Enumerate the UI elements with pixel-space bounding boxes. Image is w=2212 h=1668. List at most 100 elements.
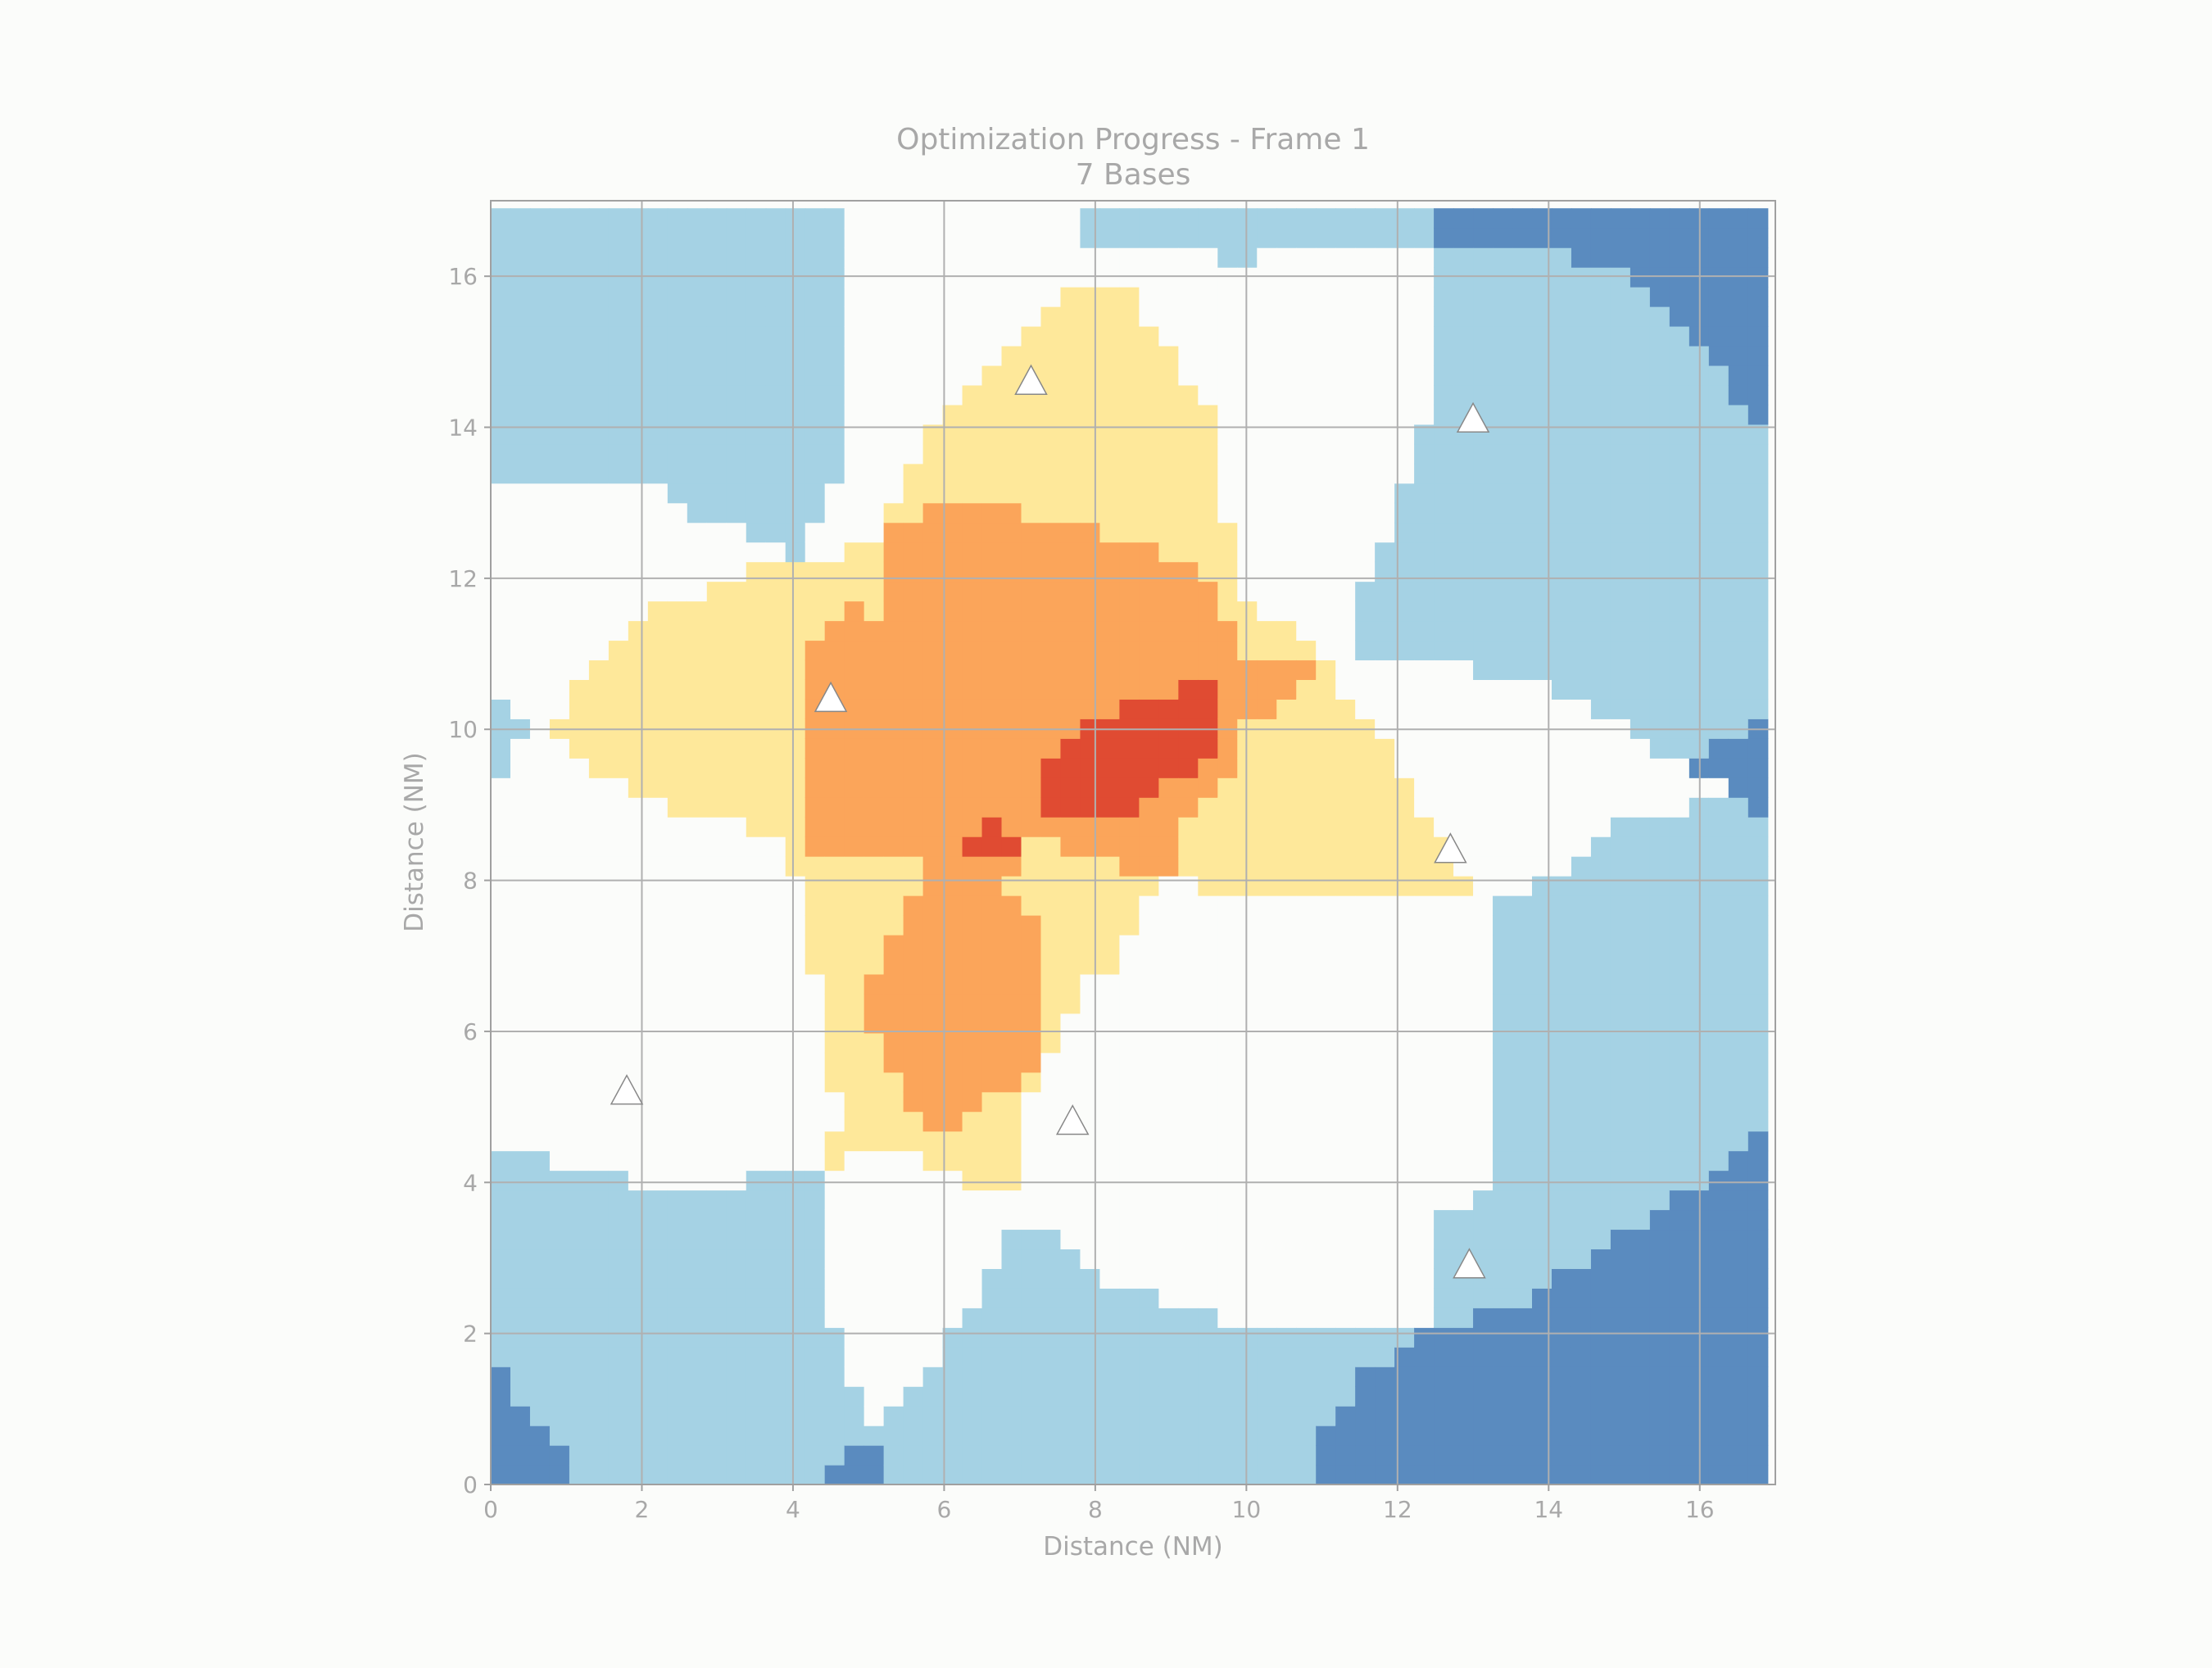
heatmap-cell bbox=[1158, 1190, 1179, 1211]
heatmap-cell bbox=[746, 1170, 767, 1191]
heatmap-cell bbox=[1610, 895, 1631, 916]
heatmap-cell bbox=[647, 1327, 669, 1348]
heatmap-cell bbox=[1237, 542, 1258, 563]
heatmap-cell bbox=[1473, 1091, 1494, 1113]
heatmap-cell bbox=[1217, 247, 1238, 268]
heatmap-cell bbox=[1040, 1111, 1062, 1132]
heatmap-cell bbox=[549, 1190, 570, 1211]
heatmap-cell bbox=[667, 345, 688, 366]
heatmap-cell bbox=[588, 326, 610, 347]
heatmap-cell bbox=[824, 1465, 845, 1484]
heatmap-cell bbox=[1669, 1406, 1690, 1426]
heatmap-cell bbox=[1453, 1347, 1474, 1367]
heatmap-cell bbox=[1551, 384, 1572, 406]
heatmap-cell bbox=[529, 738, 551, 759]
heatmap-cell bbox=[1158, 365, 1179, 386]
heatmap-cell bbox=[824, 1209, 845, 1231]
heatmap-cell bbox=[1178, 1170, 1199, 1191]
heatmap-cell bbox=[706, 679, 728, 700]
heatmap-cell bbox=[863, 973, 885, 995]
heatmap-cell bbox=[491, 758, 511, 778]
heatmap-cell bbox=[628, 1367, 649, 1387]
heatmap-cell bbox=[1669, 934, 1690, 955]
heatmap-cell bbox=[1453, 797, 1474, 818]
heatmap-cell bbox=[1178, 738, 1199, 759]
heatmap-cell bbox=[1158, 856, 1179, 877]
heatmap-cell bbox=[785, 738, 806, 759]
heatmap-cell bbox=[1551, 1170, 1572, 1191]
heatmap-cell bbox=[1296, 345, 1317, 366]
heatmap-cell bbox=[1119, 522, 1140, 543]
heatmap-cell bbox=[1473, 1229, 1494, 1250]
heatmap-cell bbox=[706, 1465, 728, 1484]
heatmap-cell bbox=[942, 817, 963, 837]
heatmap-cell bbox=[529, 384, 551, 406]
heatmap-cell bbox=[1040, 208, 1062, 229]
heatmap-cell bbox=[687, 1445, 708, 1466]
heatmap-cell bbox=[491, 856, 511, 877]
heatmap-cell bbox=[883, 443, 904, 465]
heatmap-cell bbox=[1630, 601, 1651, 622]
heatmap-cell bbox=[1453, 1386, 1474, 1407]
y-tick-label: 10 bbox=[448, 716, 478, 743]
heatmap-cell bbox=[1590, 1150, 1611, 1172]
heatmap-cell bbox=[922, 1032, 944, 1054]
heatmap-cell bbox=[903, 1465, 924, 1484]
heatmap-cell bbox=[529, 797, 551, 818]
heatmap-cell bbox=[1669, 856, 1690, 877]
heatmap-cell bbox=[726, 758, 747, 778]
heatmap-cell bbox=[1119, 993, 1140, 1014]
heatmap-cell bbox=[1099, 856, 1120, 877]
heatmap-cell bbox=[1649, 954, 1670, 975]
heatmap-cell bbox=[1375, 1190, 1395, 1211]
heatmap-cell bbox=[1434, 895, 1454, 916]
heatmap-cell bbox=[1158, 463, 1179, 484]
heatmap-cell bbox=[1590, 1013, 1611, 1034]
heatmap-cell bbox=[1335, 542, 1356, 563]
heatmap-cell bbox=[1571, 758, 1592, 778]
heatmap-cell bbox=[844, 954, 865, 975]
heatmap-cell bbox=[549, 738, 570, 759]
heatmap-cell bbox=[1217, 1131, 1238, 1152]
heatmap-cell bbox=[1119, 659, 1140, 680]
heatmap-cell bbox=[844, 1111, 865, 1132]
heatmap-cell bbox=[1414, 1465, 1435, 1484]
heatmap-cell bbox=[962, 443, 983, 465]
heatmap-cell bbox=[981, 1131, 1003, 1152]
heatmap-cell bbox=[667, 1367, 688, 1387]
heatmap-cell bbox=[628, 1386, 649, 1407]
heatmap-cell bbox=[1139, 267, 1159, 288]
heatmap-cell bbox=[1335, 287, 1356, 307]
heatmap-cell bbox=[588, 1013, 610, 1034]
heatmap-cell bbox=[785, 640, 806, 661]
heatmap-cell bbox=[706, 287, 728, 307]
heatmap-cell bbox=[1512, 463, 1533, 484]
heatmap-cell bbox=[1630, 914, 1651, 936]
heatmap-cell bbox=[1551, 1229, 1572, 1250]
heatmap-cell bbox=[805, 1406, 826, 1426]
heatmap-cell bbox=[1119, 247, 1140, 268]
heatmap-cell bbox=[844, 679, 865, 700]
heatmap-cell bbox=[1375, 1170, 1395, 1191]
heatmap-cell bbox=[510, 1386, 531, 1407]
heatmap-cell bbox=[1158, 345, 1179, 366]
heatmap-cell bbox=[1080, 738, 1101, 759]
heatmap-cell bbox=[1375, 856, 1395, 877]
heatmap-cell bbox=[1139, 443, 1159, 465]
heatmap-cell bbox=[510, 699, 531, 719]
heatmap-cell bbox=[706, 914, 728, 936]
heatmap-cell bbox=[1276, 1013, 1297, 1034]
heatmap-cell bbox=[1060, 1032, 1081, 1054]
heatmap-cell bbox=[805, 247, 826, 268]
heatmap-cell bbox=[706, 542, 728, 563]
heatmap-cell bbox=[785, 797, 806, 818]
heatmap-cell bbox=[1434, 1013, 1454, 1034]
heatmap-cell bbox=[549, 777, 570, 798]
heatmap-cell bbox=[647, 1131, 669, 1152]
heatmap-cell bbox=[1040, 1288, 1062, 1308]
heatmap-cell bbox=[1119, 1032, 1140, 1054]
heatmap-cell bbox=[1198, 1052, 1218, 1073]
heatmap-cell bbox=[687, 1367, 708, 1387]
heatmap-cell bbox=[824, 758, 845, 778]
heatmap-cell bbox=[1316, 640, 1336, 661]
